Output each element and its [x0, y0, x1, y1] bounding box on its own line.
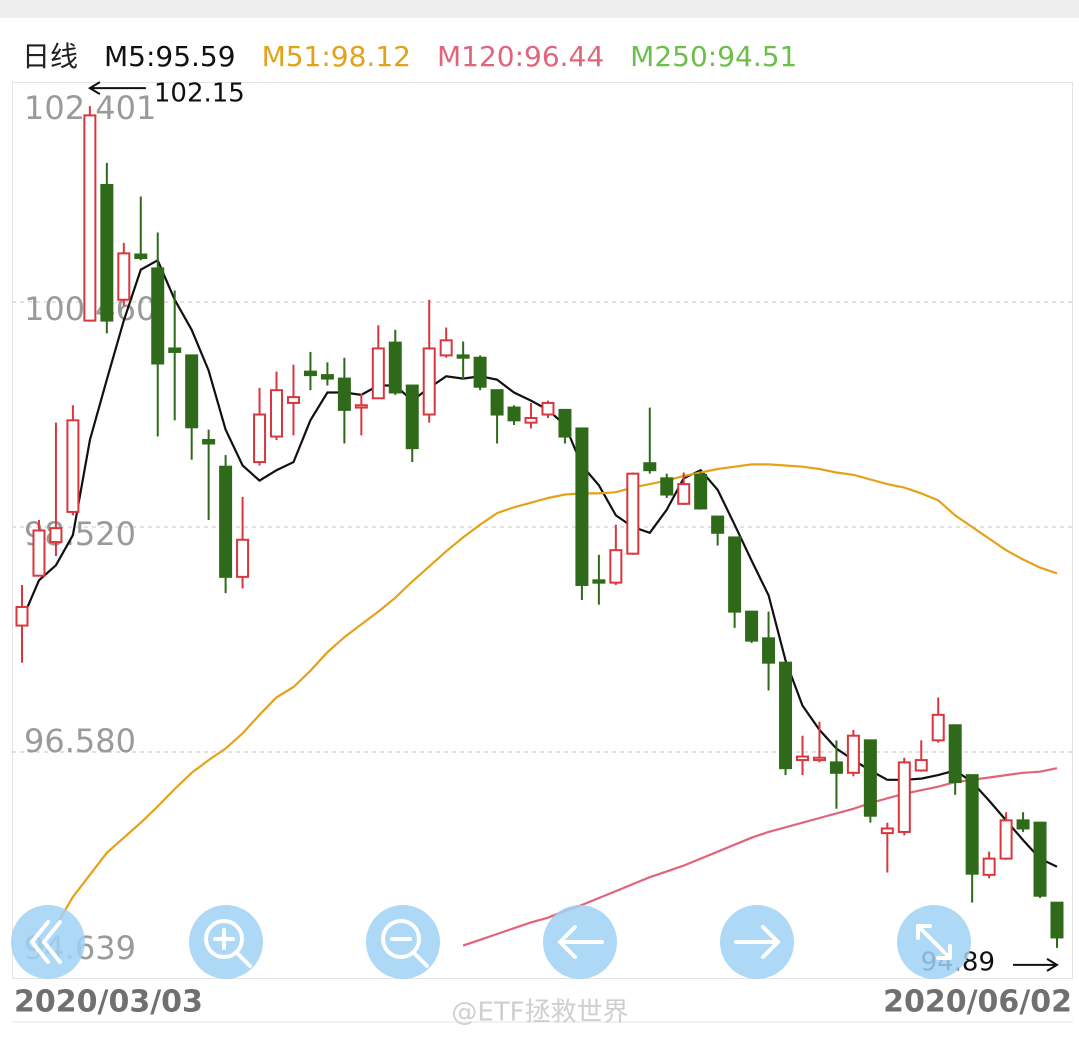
candle-body [236, 538, 250, 578]
candle-body [490, 389, 504, 416]
candle-body [524, 417, 538, 424]
candle-body [456, 354, 470, 359]
candle-body [541, 401, 555, 416]
plot-frame [12, 82, 1073, 979]
candle-body [931, 713, 945, 742]
candle-body [185, 354, 199, 429]
candle-body [812, 756, 826, 762]
legend-entry: M120:96.44 [437, 40, 604, 73]
max-arrow [87, 81, 146, 95]
candle-body [66, 419, 80, 513]
candle-body [83, 114, 97, 322]
candle-body [728, 536, 742, 613]
candle-body [1033, 821, 1047, 897]
legend: M5:95.59 M51:98.12 M120:96.44 M250:94.51 [104, 40, 797, 73]
candle-body [507, 406, 521, 422]
candle-body [1050, 901, 1064, 939]
candle-body [371, 347, 385, 400]
candle-body [609, 549, 623, 584]
candle-body [846, 734, 860, 774]
candle-body [558, 408, 572, 438]
candle-body [15, 606, 29, 627]
candles [15, 106, 1064, 948]
candle-body [745, 610, 759, 642]
candle-body [439, 339, 453, 357]
candle-body [168, 347, 182, 353]
candle-body [303, 370, 317, 377]
candle-body [965, 774, 979, 875]
candle-body [320, 374, 334, 380]
candle-body [270, 389, 284, 438]
candle-body [405, 384, 419, 450]
candle-body [1016, 819, 1030, 830]
max-label: 102.15 [154, 79, 245, 109]
fullscreen-button[interactable] [897, 905, 971, 979]
candle-body [863, 739, 877, 817]
y-tick-label: 96.580 [24, 722, 136, 760]
x-tick-label: 2020/03/03 [14, 985, 203, 1020]
candle-body [711, 515, 725, 534]
candle-body [982, 857, 996, 876]
candle-body [779, 661, 793, 770]
candle-body [626, 472, 640, 555]
candle-body [337, 377, 351, 411]
zoom-in-button[interactable] [189, 905, 263, 979]
candle-body [219, 465, 233, 578]
candle-body [117, 252, 131, 301]
annotations: 102.1594.89 [87, 79, 1059, 977]
ma-line [38, 463, 1058, 954]
candle-body [948, 724, 962, 784]
candle-body [253, 413, 267, 464]
legend-entry: M5:95.59 [104, 40, 236, 73]
scroll-left-button[interactable] [543, 905, 617, 979]
watermark: @ETF拯救世界 [451, 998, 628, 1028]
candle-body [32, 529, 46, 577]
candle-body [677, 483, 691, 505]
candle-body [134, 253, 148, 259]
x-axis: 2020/03/03 2020/06/02 [14, 985, 1072, 1020]
candle-body [660, 477, 674, 496]
candle-body [49, 527, 63, 544]
candle-body [202, 439, 216, 445]
candle-body [795, 755, 809, 762]
x-tick-label: 2020/06/02 [883, 985, 1072, 1020]
candle-body [388, 341, 402, 394]
chart-title: 日线 [22, 40, 78, 73]
candle-body [100, 183, 114, 322]
scroll-start-button[interactable] [11, 905, 85, 979]
controls [11, 905, 971, 979]
candle-body [880, 827, 894, 835]
candle-body [897, 761, 911, 833]
candle-body [829, 761, 843, 774]
candle-body [592, 579, 606, 584]
candle-body [473, 356, 487, 388]
legend-entry: M250:94.51 [630, 40, 797, 73]
top-bar [0, 0, 1079, 18]
candle-body [575, 427, 589, 586]
candle-body [999, 819, 1013, 860]
min-arrow [1013, 958, 1059, 972]
candle-body [914, 759, 928, 772]
legend-entry: M51:98.12 [262, 40, 411, 73]
candle-body [694, 473, 708, 510]
ma-line [20, 258, 1058, 868]
candle-body [422, 347, 436, 416]
zoom-out-button[interactable] [366, 905, 440, 979]
candle-body [151, 267, 165, 365]
candle-body [286, 396, 300, 404]
candle-body [643, 462, 657, 472]
ma-lines [20, 258, 1058, 954]
candle-body [762, 637, 776, 664]
scroll-right-button[interactable] [720, 905, 794, 979]
candle-body [354, 404, 368, 409]
